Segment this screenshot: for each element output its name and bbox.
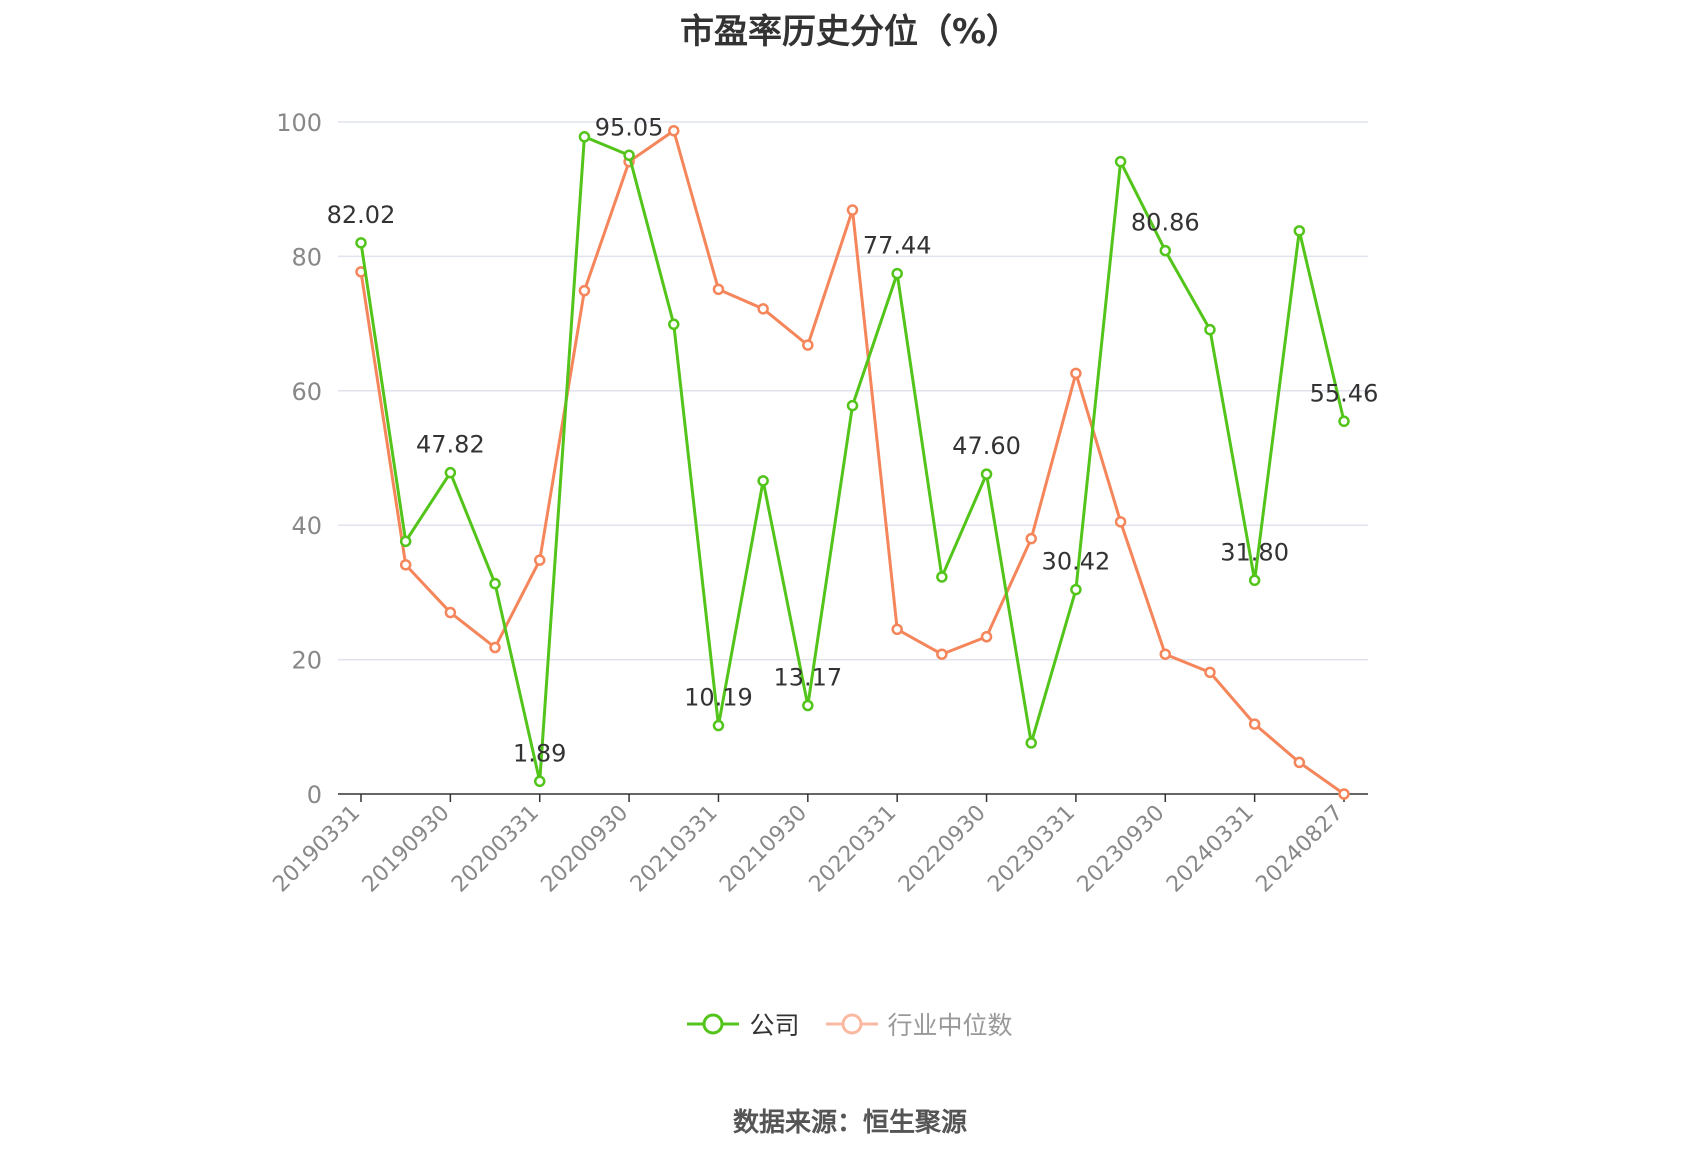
point-company bbox=[1204, 323, 1216, 336]
data-label: 30.42 bbox=[1042, 548, 1111, 576]
y-tick-label: 0 bbox=[307, 781, 322, 809]
point-company bbox=[1293, 225, 1306, 237]
legend-company-icon bbox=[687, 1013, 740, 1035]
y-tick-label: 20 bbox=[291, 647, 322, 675]
point-industry bbox=[1293, 756, 1306, 769]
x-tick-label: 20190331 bbox=[268, 801, 365, 898]
data-label: 31.80 bbox=[1220, 538, 1289, 566]
point-company bbox=[1338, 415, 1350, 428]
point-company bbox=[1025, 737, 1037, 749]
point-industry bbox=[1248, 718, 1261, 730]
data-label: 13.17 bbox=[773, 663, 842, 691]
point-company bbox=[936, 571, 948, 583]
point-company bbox=[712, 719, 725, 732]
point-industry bbox=[444, 606, 457, 619]
data-label: 1.89 bbox=[513, 739, 566, 767]
data-label: 47.60 bbox=[952, 432, 1021, 460]
point-industry bbox=[1204, 666, 1216, 679]
x-tick-label: 20220331 bbox=[805, 801, 902, 898]
x-tick-label: 20230331 bbox=[983, 801, 1080, 898]
legend-industry-icon bbox=[825, 1013, 878, 1035]
point-industry bbox=[846, 204, 859, 216]
series-lines bbox=[355, 124, 1350, 800]
point-industry bbox=[891, 623, 903, 636]
data-label: 10.19 bbox=[684, 684, 753, 712]
y-tick-label: 100 bbox=[276, 109, 322, 137]
point-industry bbox=[936, 648, 948, 660]
x-tick-label: 20190930 bbox=[358, 801, 455, 898]
point-industry bbox=[712, 283, 725, 296]
point-industry bbox=[489, 641, 501, 654]
x-tick-label: 20220930 bbox=[894, 801, 991, 898]
data-label: 47.82 bbox=[416, 431, 485, 459]
point-company bbox=[1070, 583, 1082, 596]
source-note: 数据来源：恒生聚源 bbox=[732, 1108, 967, 1138]
point-company bbox=[846, 399, 859, 412]
point-company bbox=[533, 775, 546, 788]
point-company bbox=[668, 318, 680, 331]
data-label: 77.44 bbox=[863, 232, 932, 260]
point-industry bbox=[1070, 367, 1082, 380]
data-label: 82.02 bbox=[327, 201, 396, 229]
point-industry bbox=[668, 124, 680, 137]
point-industry bbox=[802, 339, 814, 351]
y-tick-label: 80 bbox=[291, 243, 322, 271]
x-tick-label: 20230930 bbox=[1073, 801, 1170, 898]
x-tick-label: 20240331 bbox=[1162, 801, 1259, 898]
point-industry bbox=[1114, 516, 1127, 528]
data-labels: 82.02 47.82 1.89 95.05 10.19 13.17 77.44 47.60 3… bbox=[327, 113, 1379, 767]
x-tick-label: 20210930 bbox=[715, 801, 812, 898]
x-axis-ticks: 2019033120190930202003312020093020210331… bbox=[268, 794, 1348, 897]
data-label: 55.46 bbox=[1310, 379, 1379, 407]
data-label: 95.05 bbox=[595, 113, 664, 141]
legend-item-industry[interactable]: 行业中位数 bbox=[825, 1006, 1013, 1042]
chart-title: 市盈率历史分位（%） bbox=[679, 12, 1021, 52]
grid-lines bbox=[338, 121, 1368, 661]
data-label: 80.86 bbox=[1131, 209, 1200, 237]
point-company bbox=[1114, 155, 1127, 168]
point-industry bbox=[757, 303, 769, 315]
point-industry bbox=[533, 554, 546, 566]
x-tick-label: 20200331 bbox=[447, 801, 544, 898]
legend: 公司 行业中位数 bbox=[0, 1004, 1700, 1044]
legend-industry-label: 行业中位数 bbox=[887, 1011, 1013, 1040]
point-company bbox=[980, 468, 993, 480]
point-company bbox=[578, 131, 591, 143]
point-company bbox=[757, 475, 769, 487]
x-tick-label: 20200930 bbox=[536, 801, 633, 898]
x-tick-label: 20210331 bbox=[626, 801, 723, 898]
x-tick-label: 20240827 bbox=[1251, 801, 1348, 898]
point-company bbox=[1248, 574, 1261, 587]
point-industry bbox=[1025, 532, 1037, 545]
legend-item-company[interactable]: 公司 bbox=[687, 1006, 800, 1042]
y-axis-ticks: 0 20 40 60 80 100 bbox=[276, 109, 322, 809]
point-industry bbox=[399, 559, 412, 571]
y-tick-label: 60 bbox=[291, 378, 322, 406]
point-company bbox=[489, 577, 501, 590]
point-company bbox=[399, 535, 412, 548]
point-company bbox=[623, 149, 635, 162]
point-company bbox=[1159, 244, 1172, 257]
point-company bbox=[444, 466, 457, 479]
point-company bbox=[891, 267, 903, 280]
point-industry bbox=[578, 284, 591, 297]
point-industry bbox=[1338, 788, 1350, 800]
point-industry bbox=[980, 631, 993, 643]
point-company bbox=[355, 237, 367, 249]
point-industry bbox=[1159, 648, 1172, 660]
legend-company-label: 公司 bbox=[749, 1011, 800, 1040]
y-tick-label: 40 bbox=[291, 512, 322, 540]
point-company bbox=[802, 699, 814, 712]
